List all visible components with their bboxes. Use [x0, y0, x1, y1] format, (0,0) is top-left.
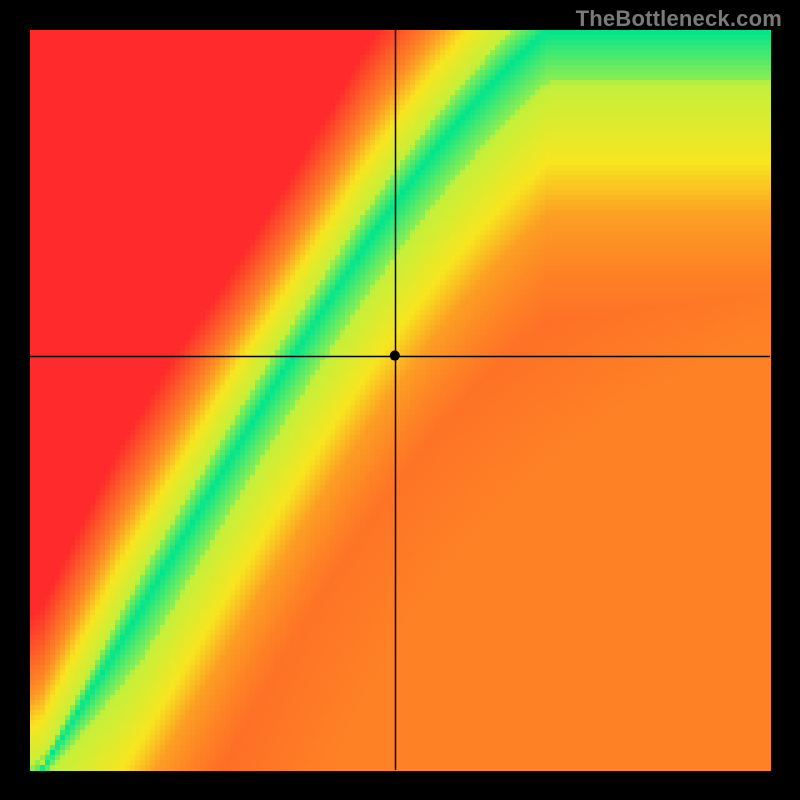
watermark-text: TheBottleneck.com [576, 6, 782, 32]
chart-container: TheBottleneck.com [0, 0, 800, 800]
heatmap-canvas [0, 0, 800, 800]
